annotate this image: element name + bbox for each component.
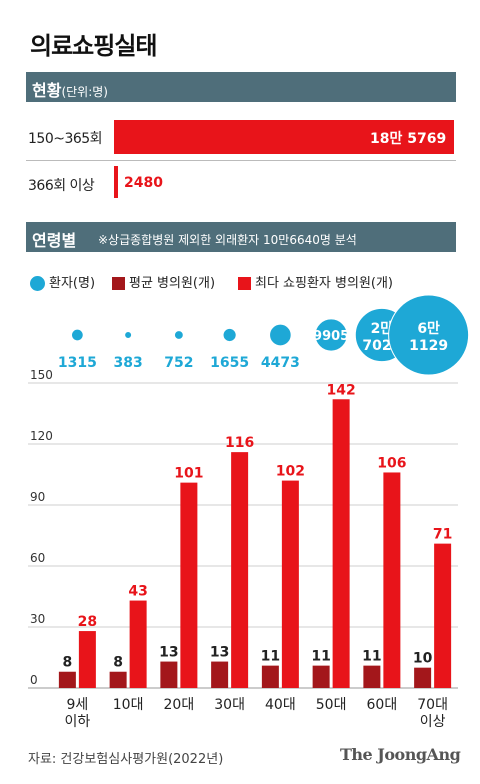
status-row-label-2: 366회 이상 xyxy=(28,178,95,194)
legend-circle-icon xyxy=(30,276,45,291)
avg-bar xyxy=(160,661,178,688)
x-tick-label: 10대 xyxy=(113,697,144,713)
page-title: 의료쇼핑실태 xyxy=(30,32,157,60)
avg-bar xyxy=(414,667,432,688)
max-bar xyxy=(332,399,350,688)
avg-value-label: 8 xyxy=(113,655,123,671)
patient-bubble xyxy=(222,327,237,343)
patient-value-label: 1129 xyxy=(409,338,448,354)
legend-patients: 환자(명) xyxy=(30,272,95,291)
patient-value-label: 1655 xyxy=(210,355,249,371)
legend-square-icon xyxy=(112,277,125,290)
max-value-label: 71 xyxy=(433,527,452,543)
legend-label: 환자(명) xyxy=(49,276,96,291)
status-row-label-1: 150~365회 xyxy=(28,131,103,147)
avg-value-label: 13 xyxy=(159,645,178,661)
section-header-age: 연령별 ※상급종합병원 제외한 외래환자 10만6640명 분석 xyxy=(26,222,456,252)
legend-label: 평균 병의원(개) xyxy=(129,276,216,291)
avg-value-label: 11 xyxy=(362,649,381,665)
x-tick-label: 9세 xyxy=(66,697,88,713)
patient-value-label: 6만 xyxy=(417,321,440,337)
section-title: 연령별 xyxy=(32,231,77,250)
max-value-label: 101 xyxy=(174,466,203,482)
y-tick-label: 90 xyxy=(30,490,45,504)
avg-bar xyxy=(211,661,229,688)
max-bar xyxy=(231,452,249,688)
y-tick-label: 120 xyxy=(30,429,53,443)
avg-bar xyxy=(109,671,127,688)
avg-value-label: 8 xyxy=(63,655,73,671)
avg-value-label: 11 xyxy=(311,649,330,665)
patient-value-label: 1315 xyxy=(58,355,97,371)
divider xyxy=(26,160,456,161)
section-title: 현황 xyxy=(32,81,62,100)
patient-bubble xyxy=(314,318,348,352)
patient-value-label: 9905 xyxy=(313,329,349,344)
y-tick-label: 0 xyxy=(30,673,38,687)
source-note: 자료: 건강보험심사평가원(2022년) xyxy=(28,752,224,767)
avg-value-label: 11 xyxy=(261,649,280,665)
legend-max: 최다 쇼핑환자 병의원(개) xyxy=(238,272,393,291)
x-tick-label: 이하 xyxy=(64,714,90,730)
status-value-2: 2480 xyxy=(124,175,163,191)
unit-label: (단위:명) xyxy=(61,85,108,99)
patient-bubble xyxy=(388,294,470,376)
max-value-label: 116 xyxy=(225,435,254,451)
max-bar xyxy=(129,600,147,688)
patient-value-label: 752 xyxy=(164,355,193,371)
legend-average: 평균 병의원(개) xyxy=(112,272,215,291)
status-value-1: 18만 5769 xyxy=(370,131,447,147)
patient-value-label: 2만 xyxy=(371,321,394,337)
x-tick-label: 60대 xyxy=(367,697,398,713)
max-bar xyxy=(434,543,452,688)
patient-value-label: 383 xyxy=(114,355,143,371)
avg-bar xyxy=(58,671,76,688)
avg-bar xyxy=(312,665,330,688)
section-note: ※상급종합병원 제외한 외래환자 10만6640명 분석 xyxy=(98,233,357,247)
legend-label: 최다 쇼핑환자 병의원(개) xyxy=(255,276,394,291)
x-tick-label: 70대 xyxy=(417,697,448,713)
brand-logo: The JoongAng xyxy=(340,745,461,764)
y-tick-label: 30 xyxy=(30,612,45,626)
x-tick-label: 20대 xyxy=(164,697,195,713)
avg-value-label: 10 xyxy=(413,651,433,667)
status-bar-2 xyxy=(114,166,118,198)
y-tick-label: 60 xyxy=(30,551,45,565)
x-tick-label: 40대 xyxy=(265,697,296,713)
max-bar xyxy=(383,472,401,688)
max-value-label: 28 xyxy=(78,614,97,630)
patient-bubble xyxy=(269,323,292,347)
patient-value-label: 4473 xyxy=(261,355,300,371)
status-bar-1 xyxy=(114,120,454,154)
max-bar xyxy=(78,631,96,688)
x-tick-label: 50대 xyxy=(316,697,347,713)
section-label: 현황(단위:명) xyxy=(32,77,108,101)
avg-bar xyxy=(363,665,381,688)
avg-bar xyxy=(261,665,279,688)
max-bar xyxy=(180,482,198,688)
max-value-label: 106 xyxy=(377,455,406,471)
y-tick-label: 150 xyxy=(30,368,53,382)
avg-value-label: 13 xyxy=(210,645,229,661)
patient-bubble xyxy=(124,331,133,339)
max-value-label: 102 xyxy=(276,464,305,480)
patient-bubble xyxy=(173,330,184,340)
legend-square-icon xyxy=(238,277,251,290)
max-bar xyxy=(281,480,299,688)
max-value-label: 142 xyxy=(327,382,356,398)
x-tick-label: 이상 xyxy=(420,714,446,730)
x-tick-label: 30대 xyxy=(214,697,245,713)
max-value-label: 43 xyxy=(128,584,147,600)
section-header-status: 현황(단위:명) xyxy=(26,72,456,102)
patient-bubble xyxy=(71,328,84,342)
